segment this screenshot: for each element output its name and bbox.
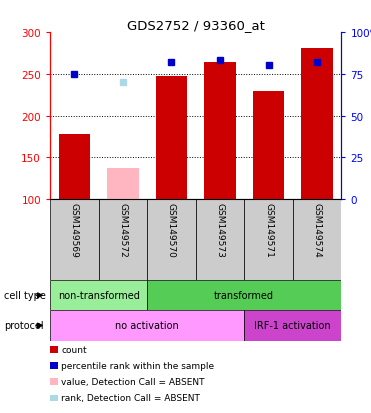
Text: GSM149574: GSM149574 [312, 202, 322, 257]
Bar [147, 280, 341, 311]
Bar [50, 200, 99, 280]
Text: value, Detection Call = ABSENT: value, Detection Call = ABSENT [61, 377, 205, 386]
Bar [50, 347, 58, 353]
Bar [253, 92, 284, 200]
Text: GSM149572: GSM149572 [118, 202, 127, 257]
Title: GDS2752 / 93360_at: GDS2752 / 93360_at [127, 19, 265, 31]
Bar [50, 280, 147, 311]
Text: count: count [61, 345, 87, 354]
Bar [196, 200, 244, 280]
Text: cell type: cell type [4, 290, 46, 301]
Bar [244, 311, 341, 341]
Bar [99, 200, 147, 280]
Text: protocol: protocol [4, 320, 43, 331]
Bar [244, 200, 293, 280]
Bar [50, 394, 58, 401]
Text: transformed: transformed [214, 290, 274, 301]
Text: GSM149571: GSM149571 [264, 202, 273, 257]
Text: percentile rank within the sample: percentile rank within the sample [61, 361, 214, 370]
Text: GSM149573: GSM149573 [216, 202, 224, 257]
Bar [107, 169, 139, 200]
Bar [59, 135, 90, 200]
Bar [293, 200, 341, 280]
Text: no activation: no activation [115, 320, 179, 331]
Bar [301, 49, 333, 200]
Bar [50, 311, 244, 341]
Bar [147, 200, 196, 280]
Text: IRF-1 activation: IRF-1 activation [255, 320, 331, 331]
Bar [50, 363, 58, 369]
Bar [50, 378, 58, 385]
Text: GSM149570: GSM149570 [167, 202, 176, 257]
Text: GSM149569: GSM149569 [70, 202, 79, 257]
Bar [156, 77, 187, 200]
Text: rank, Detection Call = ABSENT: rank, Detection Call = ABSENT [61, 393, 200, 402]
Text: non-transformed: non-transformed [58, 290, 139, 301]
Bar [204, 63, 236, 200]
